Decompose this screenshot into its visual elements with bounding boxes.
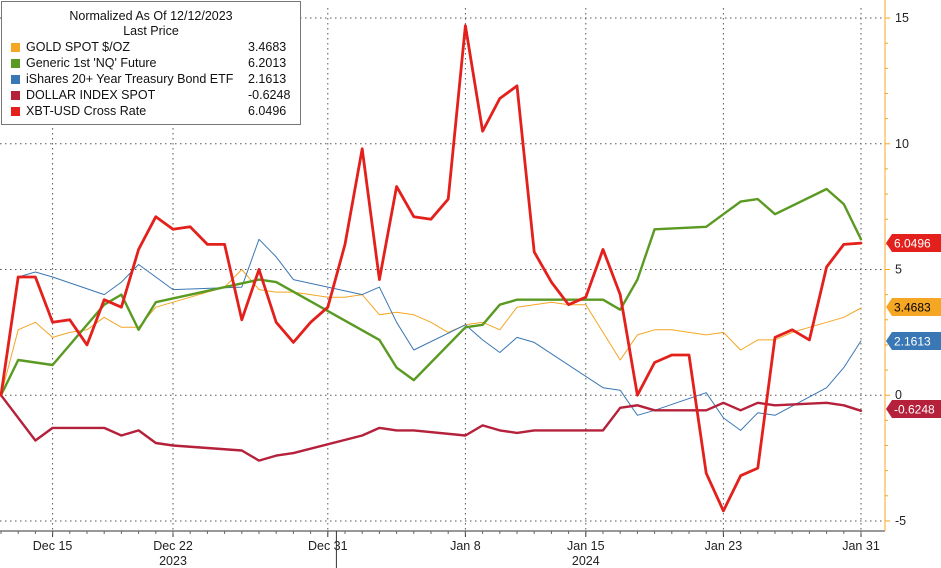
legend-swatch-xbt: [11, 107, 20, 116]
value-tag-dxy: -0.6248: [886, 400, 941, 418]
series-line-nq: [0, 187, 863, 397]
y-tick-label: 0: [895, 388, 902, 402]
legend-subtitle: Last Price: [123, 24, 179, 38]
series-line-xbt: [0, 24, 863, 513]
series-line-dxy: [0, 394, 863, 462]
value-tag-bg: [886, 332, 941, 350]
series-line-tlt: [0, 238, 862, 431]
legend-swatch-nq: [11, 59, 20, 68]
y-tick-label: 5: [895, 263, 902, 277]
legend-swatch-gold: [11, 43, 20, 52]
legend-value-gold: 3.4683: [248, 40, 287, 54]
legend-entry-nq: Generic 1st 'NQ' Future 6.2013: [2, 55, 300, 71]
legend-label-tlt: iShares 20+ Year Treasury Bond ETF: [26, 72, 234, 86]
legend-swatch-dxy: [11, 91, 20, 100]
value-tag-label: 6.0496: [894, 237, 931, 251]
x-tick-label: Dec 31: [308, 539, 348, 553]
value-tag-label: -0.6248: [894, 403, 935, 417]
legend-value-nq: 6.2013: [248, 56, 287, 70]
legend-entry-gold: GOLD SPOT $/OZ 3.4683: [2, 39, 300, 55]
value-tag-label: 3.4683: [894, 301, 931, 315]
x-tick-label: Jan 8: [450, 539, 481, 553]
x-tick-label: Dec 22: [153, 539, 193, 553]
y-axis: 15 10 5 0 -5: [885, 11, 909, 528]
legend-label-gold: GOLD SPOT $/OZ: [26, 40, 130, 54]
value-tag-gold: 3.4683: [886, 298, 941, 316]
legend-title: Normalized As Of 12/12/2023: [69, 9, 233, 23]
series-line-gold: [0, 269, 862, 396]
value-tag-bg: [886, 234, 941, 252]
x-axis: Dec 15 Dec 22 Dec 31 Jan 8 Jan 15 Jan 23 Jan 3…: [0, 531, 880, 568]
legend-entry-xbt: XBT-USD Cross Rate 6.0496: [2, 103, 300, 119]
plot-frame: [0, 0, 886, 532]
value-tag-label: 2.1613: [894, 335, 931, 349]
legend-entry-tlt: iShares 20+ Year Treasury Bond ETF 2.161…: [2, 71, 300, 87]
value-tag-bg: [886, 400, 941, 418]
series-lines: [0, 24, 863, 513]
legend-value-dxy: -0.6248: [248, 88, 291, 102]
y-tick-label: 15: [895, 11, 909, 25]
y-tick-label: -5: [895, 514, 906, 528]
legend-value-tlt: 2.1613: [248, 72, 287, 86]
value-tag-xbt: 6.0496: [886, 234, 941, 252]
value-tag-bg: [886, 298, 941, 316]
legend-label-nq: Generic 1st 'NQ' Future: [26, 56, 157, 70]
legend-swatch-tlt: [11, 75, 20, 84]
x-tick-label: Jan 31: [842, 539, 880, 553]
legend-value-xbt: 6.0496: [248, 104, 287, 118]
year-label: 2024: [572, 554, 600, 568]
legend-entry-dxy: DOLLAR INDEX SPOT -0.6248: [2, 87, 300, 103]
x-tick-label: Jan 15: [567, 539, 605, 553]
value-tag-tlt: 2.1613: [886, 332, 941, 350]
year-label: 2023: [159, 554, 187, 568]
y-tick-label: 10: [895, 137, 909, 151]
x-tick-label: Jan 23: [705, 539, 743, 553]
legend-label-xbt: XBT-USD Cross Rate: [26, 104, 147, 118]
legend: Normalized As Of 12/12/2023 Last Price G…: [1, 1, 301, 125]
x-tick-label: Dec 15: [33, 539, 73, 553]
legend-label-dxy: DOLLAR INDEX SPOT: [26, 88, 156, 102]
last-value-tags: 6.0496 3.4683 2.1613 -0.6248: [886, 234, 941, 418]
